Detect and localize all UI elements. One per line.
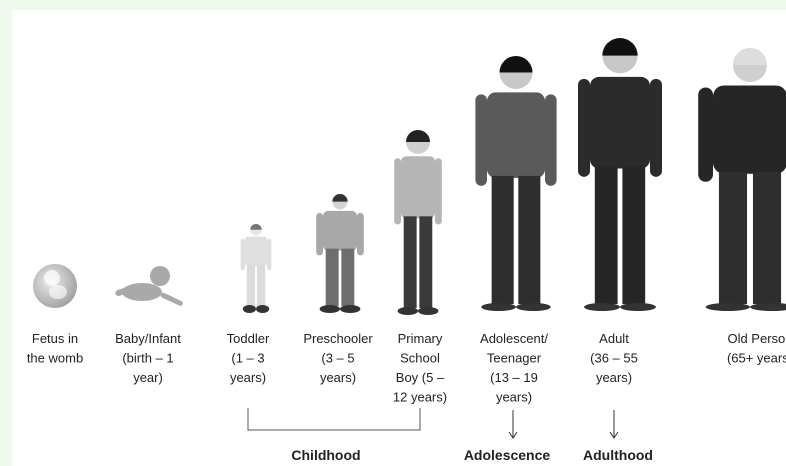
leg [492, 176, 514, 304]
diagram: Fetus in the womb Baby/Infant (birth – 1 yea… [0, 0, 786, 466]
leg [719, 172, 747, 304]
stage-label: (birth – 1 [122, 351, 173, 366]
leg [622, 167, 645, 304]
shoe [418, 307, 438, 315]
stage-label: (3 – 5 [321, 351, 354, 366]
arm [241, 239, 245, 271]
stage-label: Adult [599, 331, 629, 346]
shoe [256, 305, 269, 313]
arm [394, 158, 401, 224]
leg [326, 249, 339, 306]
leg [341, 249, 354, 306]
shoe [398, 307, 418, 315]
shoe [516, 303, 551, 311]
group-label: Childhood [291, 447, 360, 463]
stage-label: years) [230, 370, 266, 385]
stage-label: 12 years) [393, 390, 447, 405]
group-label: Adulthood [583, 447, 653, 463]
stage-label: the womb [27, 351, 83, 366]
stage-label: years) [320, 370, 356, 385]
leg [247, 264, 255, 306]
arm [650, 79, 662, 177]
leg [595, 167, 618, 304]
stage-label: (36 – 55 [590, 351, 638, 366]
page: {"stages":[ {"label":["Fetus in","the wo… [0, 0, 786, 466]
fetus-icon [33, 264, 77, 308]
torso [487, 92, 545, 178]
group-label: Adolescence [464, 447, 551, 463]
shoe [340, 305, 360, 313]
stage-label: years) [496, 390, 532, 405]
stage-label: Old Person [727, 331, 786, 346]
stage-label: Toddler [227, 331, 270, 346]
stage-label: Teenager [487, 351, 542, 366]
stage-label: year) [133, 370, 163, 385]
stage-label: Baby/Infant [115, 331, 181, 346]
shoe [320, 305, 340, 313]
stage-label: Preschooler [303, 331, 373, 346]
leg [753, 172, 781, 304]
shoe [243, 305, 256, 313]
arm [435, 158, 442, 224]
stage-label: (65+ years) [727, 351, 786, 366]
leg [518, 176, 540, 304]
stage-label: years) [596, 370, 632, 385]
arm [578, 79, 590, 177]
arm [698, 87, 713, 181]
arm [475, 94, 487, 185]
torso [590, 77, 650, 169]
stage-label: Primary [398, 331, 443, 346]
arm [267, 239, 271, 271]
torso [401, 156, 435, 218]
arm [357, 213, 364, 255]
arm [316, 213, 323, 255]
stage-label: School [400, 351, 440, 366]
leg [404, 216, 417, 308]
stage-label: Boy (5 – [396, 370, 445, 385]
shoe [584, 303, 620, 311]
leg [257, 264, 265, 306]
arm [545, 94, 557, 185]
torso [713, 85, 786, 173]
stage-label: (13 – 19 [490, 370, 538, 385]
shoe [706, 303, 750, 311]
shoe [481, 303, 516, 311]
leg [419, 216, 432, 308]
torso [245, 237, 267, 267]
torso [323, 211, 357, 251]
stage-label: Fetus in [32, 331, 78, 346]
shoe [620, 303, 656, 311]
stage-label: Adolescent/ [480, 331, 548, 346]
stage-label: (1 – 3 [231, 351, 264, 366]
